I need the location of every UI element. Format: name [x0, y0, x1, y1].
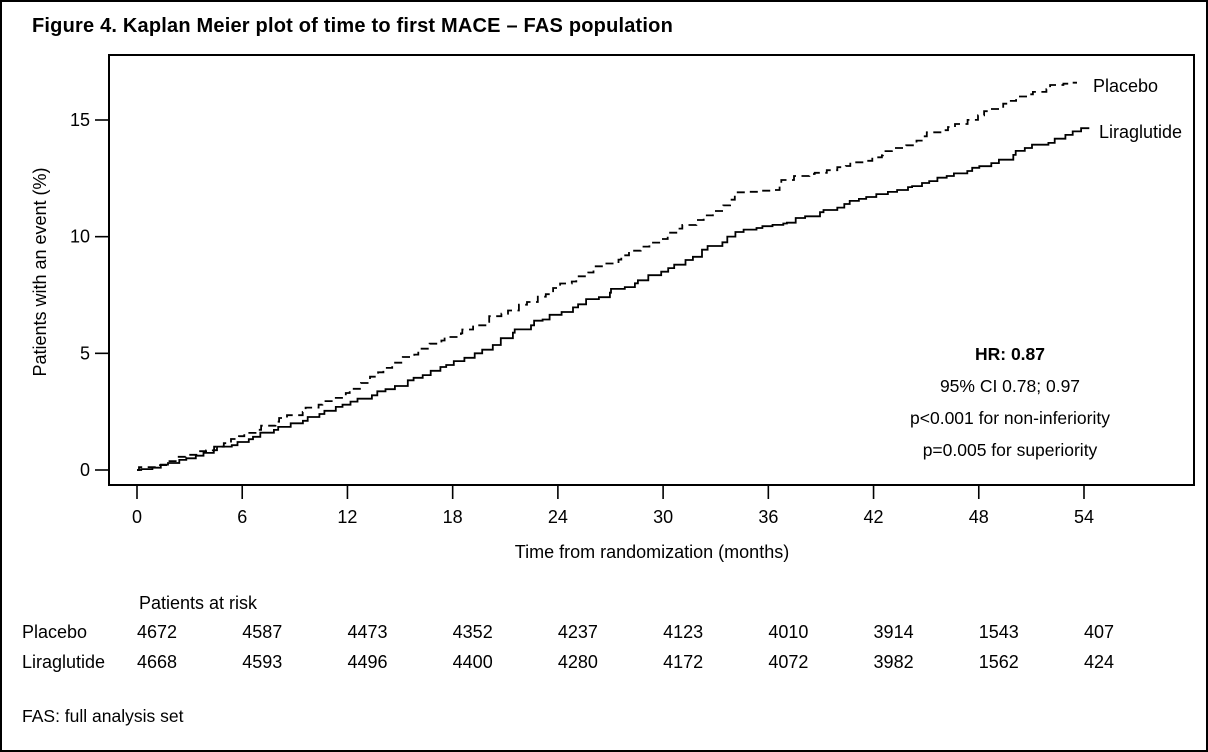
risk-count: 4172 [663, 652, 704, 672]
risk-count: 4496 [347, 652, 388, 672]
risk-count: 4400 [452, 652, 493, 672]
x-tick-label: 24 [548, 507, 568, 527]
series-label-placebo: Placebo [1093, 76, 1158, 96]
patients-at-risk-header: Patients at risk [139, 593, 258, 613]
risk-count: 1543 [978, 622, 1019, 642]
figure-title: Figure 4. Kaplan Meier plot of time to f… [32, 15, 674, 37]
stats-annotation: HR: 0.87 95% CI 0.78; 0.97 p<0.001 for n… [824, 338, 1196, 466]
x-tick-label: 12 [337, 507, 357, 527]
p-noninferiority-text: p<0.001 for non-inferiority [910, 408, 1110, 428]
y-tick-label: 10 [70, 227, 90, 247]
x-tick-label: 6 [237, 507, 247, 527]
risk-count: 4587 [242, 622, 283, 642]
risk-row-label-liraglutide: Liraglutide [22, 652, 106, 672]
y-tick-label: 5 [80, 343, 90, 363]
km-plot-canvas: 0 6 12 18 24 30 36 42 48 54 0 5 10 15 Patients with a… [30, 54, 1195, 562]
x-tick-label: 54 [1074, 507, 1094, 527]
y-axis-title: Patients with an event (%) [30, 167, 50, 376]
risk-count: 4672 [137, 622, 178, 642]
plot-border [108, 54, 1195, 486]
series-label-liraglutide: Liraglutide [1099, 122, 1182, 142]
risk-count: 424 [1083, 652, 1115, 672]
y-tick-label: 0 [80, 460, 90, 480]
risk-count: 3914 [873, 622, 914, 642]
liraglutide-curve [137, 127, 1090, 471]
risk-count: 4280 [557, 652, 598, 672]
risk-count: 407 [1083, 622, 1115, 642]
x-tick-label: 30 [653, 507, 673, 527]
y-tick-label: 15 [70, 110, 90, 130]
x-axis-title: Time from randomization (months) [515, 542, 789, 562]
risk-count: 4123 [663, 622, 704, 642]
risk-row-label-placebo: Placebo [22, 622, 88, 642]
x-tick-label: 18 [443, 507, 463, 527]
risk-count: 3982 [873, 652, 914, 672]
risk-count: 4072 [768, 652, 809, 672]
risk-count: 1562 [978, 652, 1019, 672]
footnote: FAS: full analysis set [22, 706, 184, 726]
risk-count: 4473 [347, 622, 388, 642]
p-superiority-text: p=0.005 for superiority [922, 440, 1098, 460]
x-tick-label: 0 [132, 507, 142, 527]
risk-count: 4668 [137, 652, 178, 672]
x-tick-label: 48 [969, 507, 989, 527]
hazard-ratio-text: HR: 0.87 [974, 344, 1046, 364]
risk-count: 4237 [557, 622, 598, 642]
risk-count: 4352 [452, 622, 493, 642]
x-tick-label: 36 [758, 507, 778, 527]
confidence-interval-text: 95% CI 0.78; 0.97 [939, 376, 1081, 396]
risk-count: 4010 [768, 622, 809, 642]
x-tick-label: 42 [864, 507, 884, 527]
risk-count: 4593 [242, 652, 283, 672]
